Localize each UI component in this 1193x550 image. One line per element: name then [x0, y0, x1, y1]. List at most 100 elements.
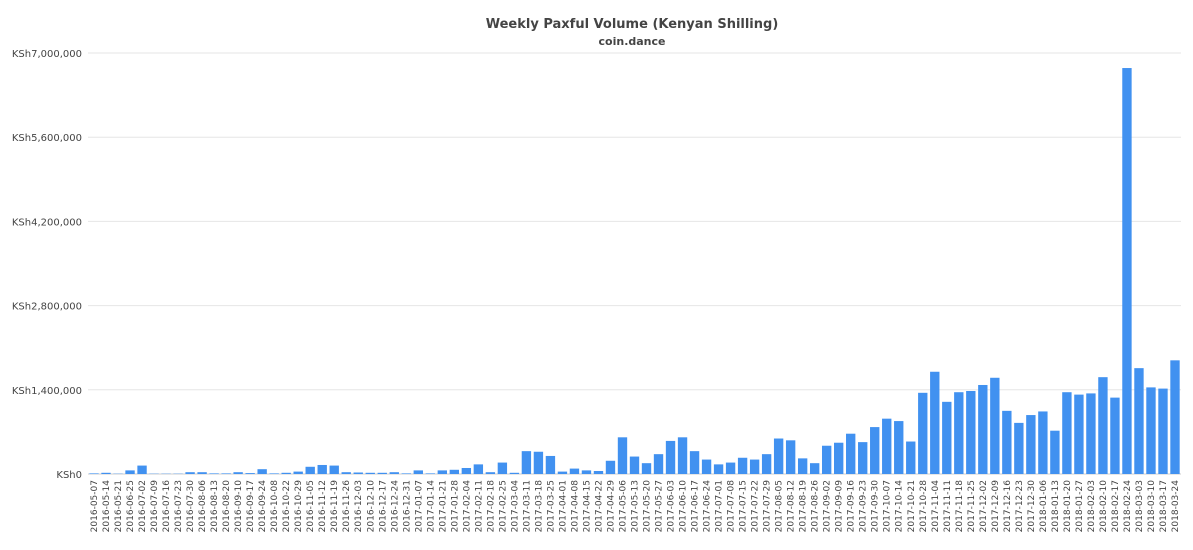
x-tick-label: 2017-11-11 — [943, 480, 953, 532]
bar — [641, 463, 652, 474]
bar — [954, 392, 964, 474]
bar — [89, 473, 99, 474]
x-tick-label: 2017-06-17 — [691, 480, 701, 532]
x-tick-label: 2018-01-06 — [1039, 480, 1049, 533]
bar — [497, 462, 508, 474]
x-tick-label: 2016-10-08 — [270, 480, 280, 533]
bar — [461, 467, 472, 474]
bar — [473, 464, 484, 474]
x-tick-label: 2016-07-16 — [162, 480, 172, 533]
bar — [749, 459, 760, 474]
x-tick-label: 2017-06-10 — [679, 480, 689, 533]
x-tick-label: 2018-02-24 — [1123, 480, 1133, 533]
x-tick-label: 2016-11-12 — [318, 480, 328, 532]
x-tick-label: 2017-04-15 — [582, 480, 592, 532]
bar — [677, 437, 688, 474]
bar — [437, 470, 448, 474]
bar — [569, 468, 580, 474]
bar — [557, 471, 568, 474]
y-tick-label: KSh0 — [56, 470, 82, 481]
x-tick-label: 2017-04-01 — [558, 480, 568, 532]
x-tick-label: 2017-12-23 — [1015, 480, 1025, 532]
bar — [1014, 422, 1024, 474]
bar — [870, 427, 880, 474]
y-axis-labels: KSh0 KSh1,400,000 KSh2,800,000 KSh4,200,000… — [12, 49, 82, 481]
bar — [978, 384, 988, 474]
bar — [605, 460, 616, 474]
x-tick-label: 2016-06-25 — [126, 480, 136, 532]
bar — [665, 440, 676, 474]
bar — [1158, 388, 1168, 474]
x-tick-label: 2017-04-08 — [570, 480, 580, 533]
bar — [1050, 430, 1060, 474]
x-tick-label: 2016-07-30 — [186, 480, 196, 533]
bar — [785, 440, 796, 474]
bar — [894, 421, 904, 474]
y-tick-label: KSh4,200,000 — [12, 217, 82, 228]
bar — [725, 462, 736, 474]
bar — [1122, 68, 1132, 475]
x-tick-label: 2017-05-20 — [643, 480, 653, 533]
bar — [1026, 415, 1036, 474]
x-tick-label: 2016-12-31 — [402, 480, 412, 532]
bar — [401, 473, 411, 474]
x-tick-label: 2017-12-16 — [1003, 480, 1013, 533]
x-tick-label: 2018-01-20 — [1063, 480, 1073, 533]
bar — [689, 451, 700, 474]
bar — [221, 473, 231, 474]
x-tick-label: 2016-12-03 — [354, 480, 364, 532]
x-tick-label: 2017-02-18 — [486, 480, 496, 533]
bar — [125, 470, 135, 474]
x-tick-label: 2017-10-07 — [883, 480, 893, 532]
x-tick-label: 2016-08-13 — [210, 480, 220, 532]
x-tick-label: 2016-12-24 — [390, 480, 400, 533]
x-tick-label: 2017-06-03 — [667, 480, 677, 532]
x-tick-label: 2017-07-01 — [715, 480, 725, 532]
bar — [966, 391, 976, 474]
bar — [918, 392, 928, 474]
x-tick-label: 2016-09-24 — [258, 480, 268, 533]
x-tick-label: 2017-05-06 — [618, 480, 628, 533]
x-tick-label: 2016-10-29 — [294, 480, 304, 533]
x-tick-label: 2016-11-26 — [342, 480, 352, 533]
bar — [713, 464, 724, 474]
x-tick-label: 2016-05-07 — [90, 480, 100, 532]
bar — [629, 456, 640, 474]
x-tick-label: 2016-05-21 — [114, 480, 124, 532]
bar — [1098, 377, 1108, 474]
bar — [653, 454, 664, 474]
x-tick-label: 2017-04-29 — [606, 480, 616, 533]
bar — [617, 437, 628, 474]
x-tick-label: 2017-08-19 — [799, 480, 809, 533]
bar — [101, 472, 111, 474]
bar — [821, 445, 832, 474]
x-tick-label: 2018-02-17 — [1111, 480, 1121, 532]
bar — [197, 472, 207, 474]
x-tick-label: 2017-12-09 — [991, 480, 1001, 533]
bar — [293, 471, 303, 474]
x-tick-label: 2016-09-17 — [246, 480, 256, 532]
x-tick-label: 2017-08-05 — [775, 480, 785, 532]
bar — [389, 472, 399, 474]
bar — [846, 433, 856, 474]
x-tick-label: 2017-03-11 — [522, 480, 532, 532]
x-tick-label: 2016-07-02 — [138, 480, 148, 532]
x-tick-label: 2018-03-10 — [1147, 480, 1157, 533]
bar — [834, 442, 844, 474]
bar — [1062, 392, 1072, 474]
bar — [329, 465, 339, 474]
bar — [257, 469, 267, 474]
x-tick-label: 2018-03-17 — [1159, 480, 1169, 532]
bar — [701, 459, 712, 474]
x-tick-label: 2017-01-28 — [450, 480, 460, 533]
bar — [365, 472, 375, 474]
x-tick-label: 2016-12-10 — [366, 480, 376, 533]
bar — [185, 472, 195, 474]
bar — [1002, 410, 1012, 474]
bar — [1110, 397, 1120, 474]
bar — [581, 470, 592, 474]
x-tick-label: 2017-10-21 — [907, 480, 917, 532]
x-tick-label: 2017-12-02 — [979, 480, 989, 532]
x-axis-labels: 2016-05-07 2016-05-14 2016-05-21 2016-06-25… — [90, 480, 1181, 533]
x-tick-label: 2018-03-03 — [1135, 480, 1145, 532]
